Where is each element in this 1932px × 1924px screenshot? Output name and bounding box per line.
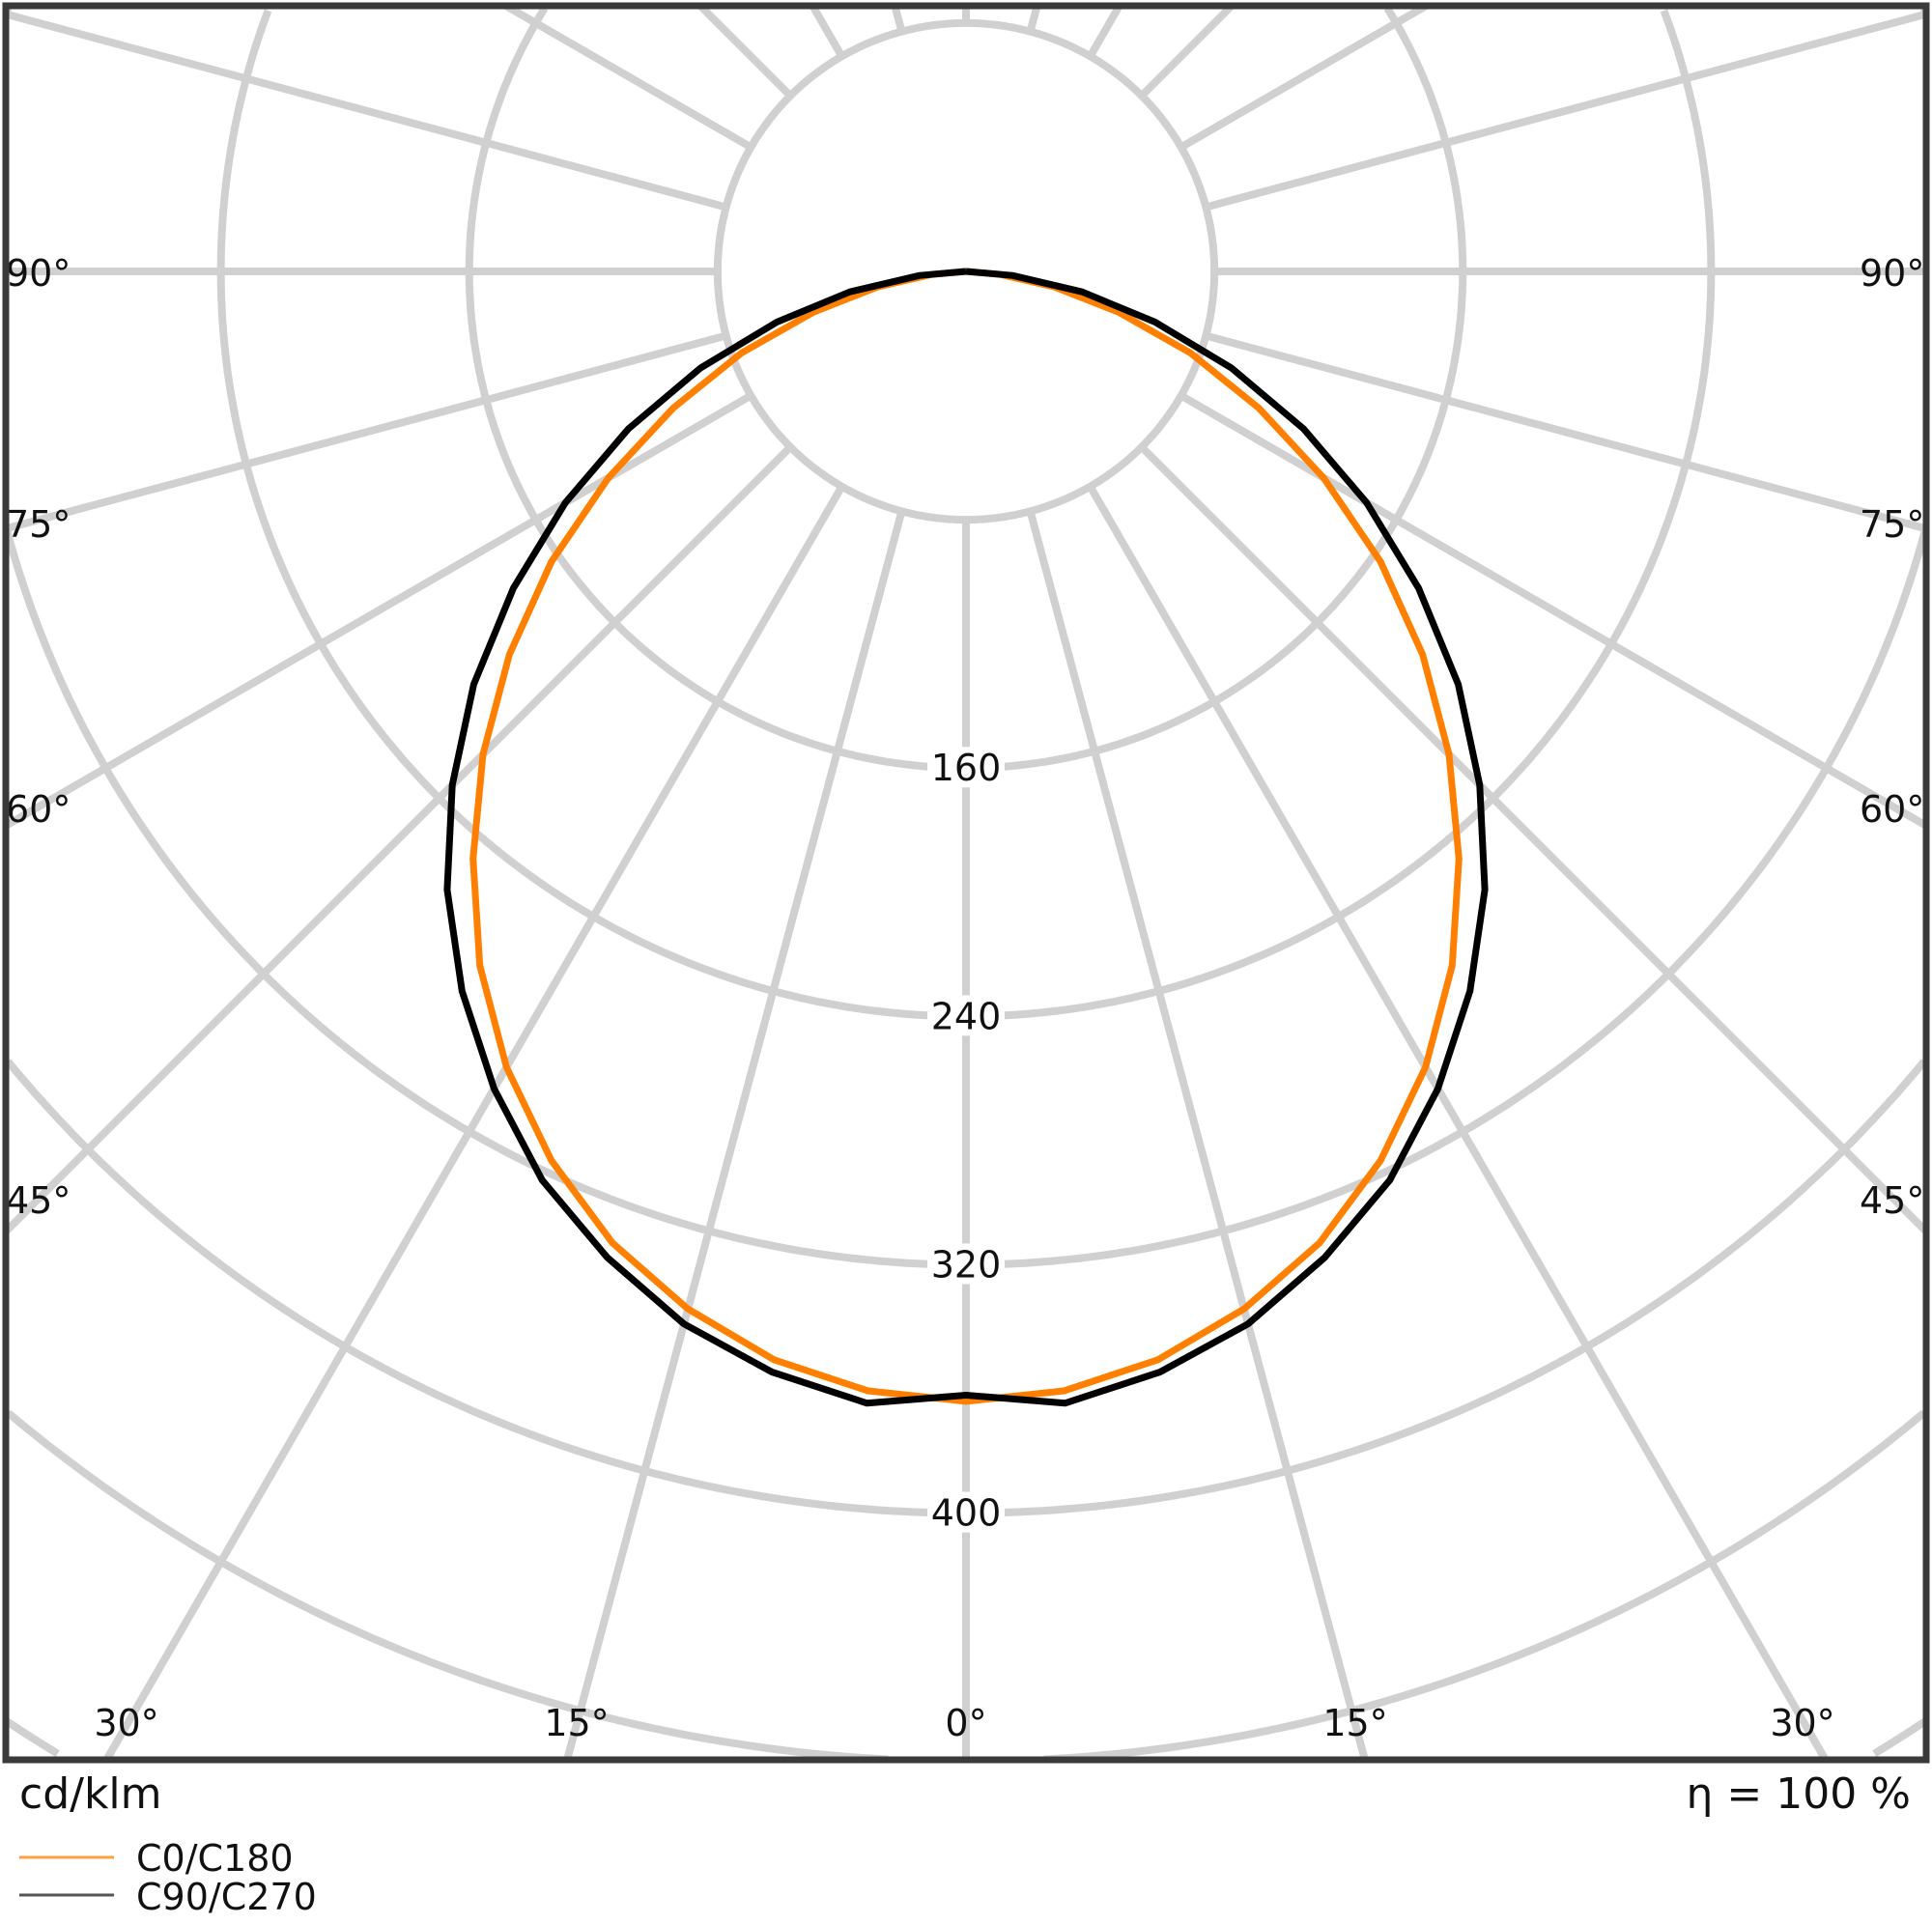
grid-ray-255: [6, 10, 727, 212]
curves: [443, 268, 1489, 1407]
angle-label-right: 90°: [1860, 252, 1924, 295]
grid-ray-240: [503, 6, 753, 151]
radial-tick-label-320: 320: [931, 1243, 1002, 1286]
legend-label-c0-c180: C0/C180: [136, 1837, 294, 1880]
grid-ray-315: [6, 443, 794, 1234]
grid-ring-560: [6, 1717, 60, 1758]
grid-ray-150: [1087, 6, 1123, 59]
grid-ray-225: [697, 6, 794, 99]
angle-labels: 90° 90° 75° 75° 60° 60° 45° 45° 30° 15° 0° 15° 30°: [6, 252, 1924, 1744]
grid-ring-560: [1872, 1717, 1926, 1758]
series-c0-c180: [469, 268, 1463, 1405]
grid-ray-15: [1026, 510, 1369, 1760]
angle-label-left: 60°: [6, 788, 71, 831]
angle-label-left: 90°: [6, 252, 71, 295]
radial-tick-labels: 160 240 320 400: [927, 747, 1005, 1535]
grid-ring-320: [6, 527, 967, 1269]
grid-ray-345: [563, 510, 906, 1760]
grid-ring-160: [966, 6, 1467, 773]
radial-tick-bg: [927, 995, 1005, 1036]
angle-label-bottom: 15°: [1322, 1702, 1387, 1744]
radial-tick-bg: [927, 1491, 1005, 1533]
grid-ring-320: [965, 527, 1926, 1269]
efficiency-label: η = 100 %: [1686, 1769, 1911, 1819]
grid-ray-165: [1026, 6, 1041, 33]
grid-ring-160: [465, 6, 966, 773]
grid-ray-30: [1087, 484, 1830, 1760]
plot-frame: [2, 2, 1930, 1764]
grid-ray-120: [1179, 6, 1429, 151]
grid-ray-75: [1205, 331, 1926, 533]
grid-ring-240: [965, 9, 1716, 1021]
grid-ray-300: [6, 392, 753, 830]
radial-tick-bg: [927, 1243, 1005, 1285]
grid-ray-330: [102, 484, 845, 1760]
angle-label-right: 60°: [1860, 788, 1924, 831]
radial-tick-label-240: 240: [931, 995, 1002, 1037]
angle-label-right: 45°: [1860, 1179, 1924, 1222]
series-c90-c270: [443, 268, 1489, 1407]
angle-label-left: 45°: [6, 1179, 71, 1222]
grid-ring-480: [6, 1409, 889, 1760]
angle-label-bottom: 30°: [94, 1702, 158, 1744]
grid-ray-45: [1138, 443, 1926, 1234]
grid-ray-285: [6, 331, 727, 533]
unit-label: cd/klm: [19, 1769, 162, 1819]
grid-ring-80: [713, 18, 1219, 524]
angle-label-bottom: 0°: [945, 1702, 986, 1744]
radial-tick-label-400: 400: [931, 1492, 1002, 1535]
grid-ring-480: [1043, 1409, 1926, 1760]
grid-ray-195: [891, 6, 906, 33]
legend-label-c90-c270: C90/C270: [136, 1876, 317, 1918]
grid-ray-210: [809, 6, 845, 59]
grid-ray-135: [1138, 6, 1235, 99]
angle-label-right: 75°: [1860, 503, 1924, 546]
angle-label-bottom: 15°: [544, 1702, 609, 1744]
legend: C0/C180 C90/C270: [19, 1837, 317, 1918]
grid-ring-400: [6, 1059, 966, 1517]
radial-tick-bg: [927, 747, 1005, 788]
angle-label-bottom: 30°: [1770, 1702, 1834, 1744]
angle-label-left: 75°: [6, 503, 71, 546]
grid-ray-60: [1179, 392, 1926, 830]
grid-ray-105: [1205, 10, 1926, 212]
grid-ring-240: [216, 9, 967, 1021]
polar-grid: [6, 6, 1926, 1760]
radial-tick-label-160: 160: [931, 747, 1002, 789]
grid-ring-400: [966, 1059, 1926, 1517]
